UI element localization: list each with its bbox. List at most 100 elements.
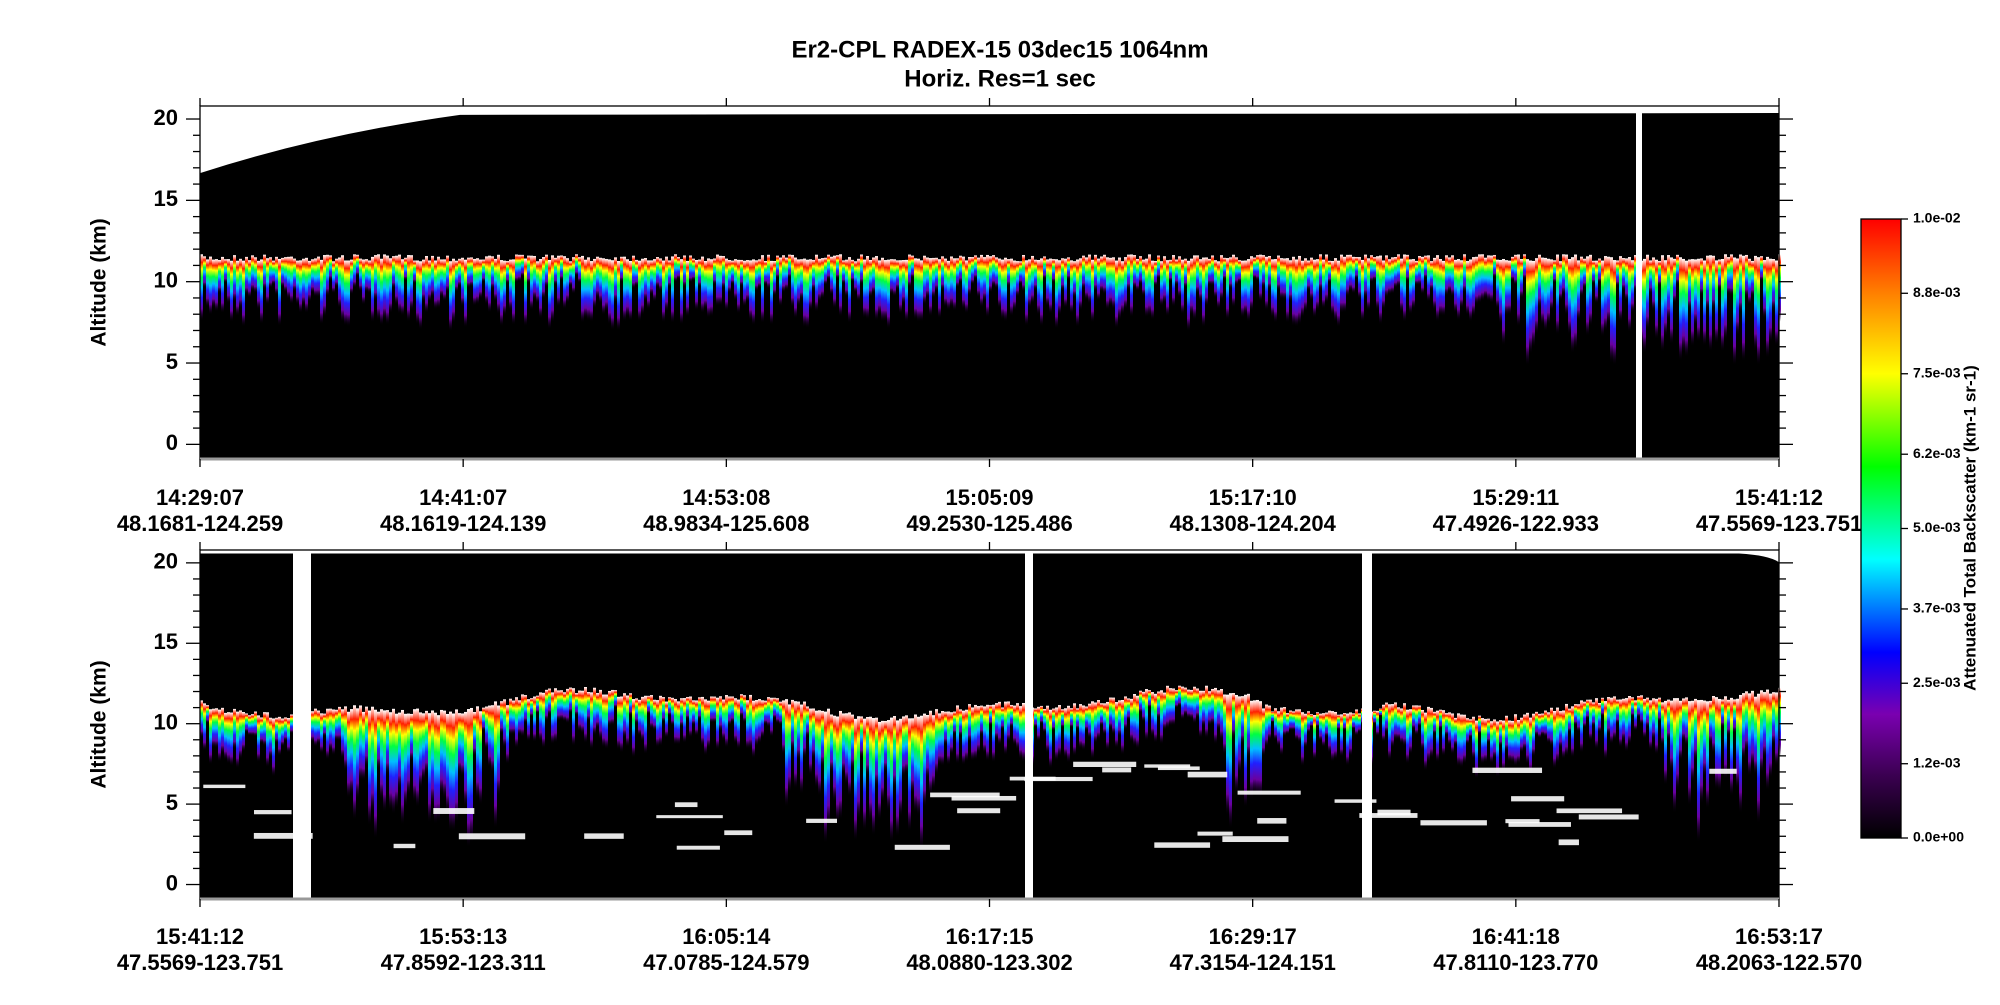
cloud [224,712,227,760]
x-tick-label: 16:53:17 [1735,924,1823,949]
cloud [971,257,974,285]
cloud [641,258,644,316]
cloud [1445,713,1448,736]
cloud [1478,715,1481,734]
cloud [206,259,209,307]
cloud [1013,705,1016,745]
cloud [1313,259,1316,318]
cloud [758,699,761,744]
cloud [1004,701,1007,756]
cloud [884,260,887,322]
cloud [602,694,605,748]
cloud-fragment [1024,776,1093,782]
cloud [1091,701,1094,760]
cloud [1262,255,1265,288]
cloud [1499,720,1502,747]
cloud [1190,258,1193,316]
cloud [1343,256,1346,313]
cloud [1283,258,1286,300]
cloud [212,708,215,748]
y-axis-label: Altitude (km) [88,660,111,788]
cloud [1250,256,1253,311]
cloud [1697,700,1700,843]
cloud [644,258,647,302]
colorbar-tick-label: 1.0e-02 [1913,210,1961,226]
cloud [1760,256,1763,282]
cloud [1523,714,1526,750]
cloud-fragment [724,830,753,836]
cloud [1394,257,1397,288]
cloud [1604,256,1607,332]
cloud [1217,690,1220,730]
cloud [575,693,578,716]
cloud [1178,685,1181,707]
cloud [689,255,692,283]
cloud [590,261,593,322]
cloud [458,258,461,287]
cloud [401,709,404,826]
cloud [662,697,665,723]
cloud [899,718,902,817]
cloud [1451,713,1454,755]
cloud [737,259,740,314]
cloud [521,694,524,737]
cloud [1376,256,1379,311]
cloud-fragment [656,815,723,819]
cloud [377,711,380,769]
cloud [278,716,281,756]
cloud [1256,699,1259,798]
cloud [665,701,668,738]
cloud [1523,254,1526,280]
cloud [317,710,320,745]
cloud [431,255,434,298]
cloud [1307,260,1310,291]
cloud [1061,709,1064,728]
cloud [629,693,632,716]
cloud [1517,720,1520,764]
cloud [1355,709,1358,736]
y-tick-label: 0 [166,430,178,455]
colorbar-tick-label: 2.5e-03 [1913,674,1961,690]
cloud [1736,258,1739,336]
cloud [395,255,398,305]
cloud [230,712,233,767]
cloud [962,710,965,765]
cloud [788,704,791,793]
cloud [728,259,731,294]
panel: 0 5 10 15 20 Altitude (km) 15:41:1247.5569-123… [88,542,1862,975]
cloud [1253,700,1256,797]
cloud [449,261,452,332]
cloud [395,713,398,809]
cloud [803,701,806,758]
cloud [890,717,893,844]
cloud [419,261,422,330]
cloud [1340,714,1343,757]
cloud [1463,714,1466,764]
cloud-fragment [203,784,246,789]
cloud [1055,259,1058,329]
cloud [1484,257,1487,299]
cloud [1652,698,1655,740]
cloud [815,254,818,312]
cloud-fragment [254,810,292,815]
cloud [575,254,578,276]
cloud [620,696,623,753]
cloud [1655,259,1658,340]
cloud [425,710,428,774]
cloud [1754,255,1757,351]
cloud [350,259,353,295]
cloud [1214,687,1217,745]
x-location-label: 47.8110-123.770 [1433,950,1598,975]
cloud [1175,259,1178,286]
x-location-label: 48.1619-124.139 [380,511,546,536]
cloud [659,695,662,747]
cloud [650,695,653,729]
cloud [1520,259,1523,298]
cloud [353,254,356,288]
cloud [1481,254,1484,301]
cloud [965,709,968,762]
panel: 0 5 10 15 20 Altitude (km) 14:29:0748.1681-124… [88,98,1862,536]
cloud [551,255,554,323]
cloud [1274,259,1277,323]
cloud [1301,712,1304,767]
